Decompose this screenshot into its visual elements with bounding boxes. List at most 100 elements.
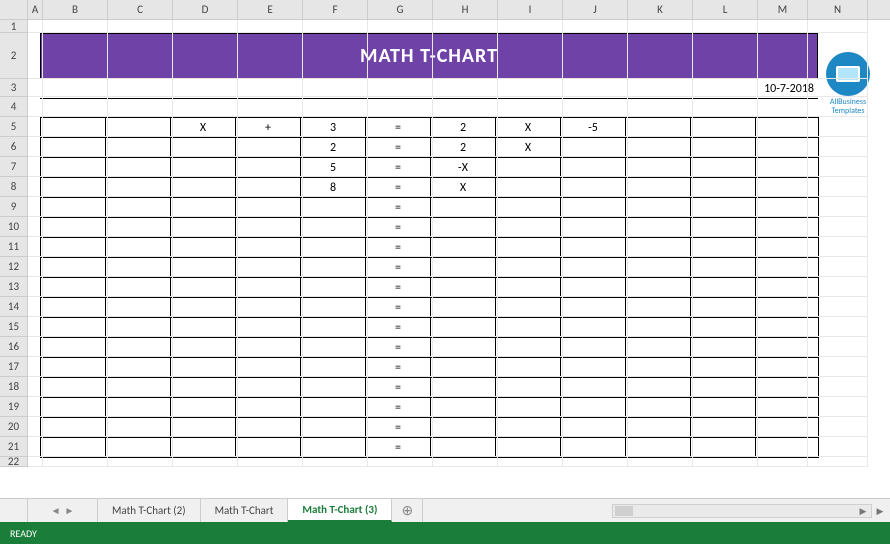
cell[interactable] xyxy=(498,237,563,257)
cell[interactable] xyxy=(693,277,758,297)
add-sheet-button[interactable]: ⊕ xyxy=(392,499,422,522)
cell[interactable] xyxy=(43,79,108,97)
col-header-J[interactable]: J xyxy=(563,0,628,20)
row-header-17[interactable]: 17 xyxy=(0,357,28,377)
row-header-15[interactable]: 15 xyxy=(0,317,28,337)
cell[interactable] xyxy=(238,79,303,97)
cell[interactable] xyxy=(108,217,173,237)
cell[interactable] xyxy=(498,177,563,197)
cell[interactable] xyxy=(173,157,238,177)
cell[interactable] xyxy=(808,79,868,97)
cell[interactable] xyxy=(563,357,628,377)
cell[interactable] xyxy=(693,197,758,217)
cell[interactable] xyxy=(563,317,628,337)
cell[interactable] xyxy=(28,97,43,117)
cell[interactable] xyxy=(173,357,238,377)
cell[interactable] xyxy=(43,97,108,117)
cell[interactable] xyxy=(808,277,868,297)
scroll-thumb[interactable] xyxy=(615,506,633,516)
cell[interactable] xyxy=(628,217,693,237)
cell[interactable] xyxy=(433,137,498,157)
cell[interactable] xyxy=(238,297,303,317)
cell[interactable] xyxy=(498,33,563,79)
cell[interactable] xyxy=(303,377,368,397)
cell[interactable] xyxy=(563,397,628,417)
cell[interactable] xyxy=(563,197,628,217)
scroll-right-end-icon[interactable]: ▶ xyxy=(874,504,886,518)
cell[interactable] xyxy=(628,457,693,467)
cell[interactable] xyxy=(368,33,433,79)
cell[interactable] xyxy=(303,237,368,257)
cell[interactable] xyxy=(108,33,173,79)
cell[interactable] xyxy=(498,157,563,177)
cell[interactable] xyxy=(693,117,758,137)
cell[interactable] xyxy=(628,397,693,417)
cell[interactable] xyxy=(108,277,173,297)
cell[interactable] xyxy=(628,257,693,277)
cell[interactable] xyxy=(303,157,368,177)
cell[interactable] xyxy=(28,237,43,257)
cell[interactable] xyxy=(43,457,108,467)
cell[interactable] xyxy=(693,297,758,317)
cell[interactable] xyxy=(808,457,868,467)
cell[interactable] xyxy=(563,137,628,157)
cell[interactable] xyxy=(303,217,368,237)
cell[interactable] xyxy=(238,397,303,417)
cell[interactable] xyxy=(758,237,808,257)
cell[interactable] xyxy=(693,257,758,277)
cell[interactable] xyxy=(368,197,433,217)
cell[interactable] xyxy=(303,33,368,79)
row-header-2[interactable]: 2 xyxy=(0,33,28,79)
cell[interactable] xyxy=(563,457,628,467)
row-header-9[interactable]: 9 xyxy=(0,197,28,217)
cell[interactable] xyxy=(433,20,498,33)
cell[interactable] xyxy=(433,337,498,357)
row-header-11[interactable]: 11 xyxy=(0,237,28,257)
cell[interactable] xyxy=(108,357,173,377)
cell[interactable] xyxy=(368,157,433,177)
cell[interactable] xyxy=(758,337,808,357)
cell[interactable] xyxy=(368,97,433,117)
cell[interactable] xyxy=(433,417,498,437)
cell[interactable] xyxy=(173,217,238,237)
cells-grid[interactable]: MATH T-CHART 10-7-2018 AllBusiness Templ… xyxy=(28,20,890,467)
cell[interactable] xyxy=(173,79,238,97)
cell[interactable] xyxy=(173,317,238,337)
cell[interactable] xyxy=(108,417,173,437)
cell[interactable] xyxy=(303,457,368,467)
cell[interactable] xyxy=(43,357,108,377)
cell[interactable] xyxy=(108,297,173,317)
cell[interactable] xyxy=(238,337,303,357)
cell[interactable] xyxy=(238,237,303,257)
cell[interactable] xyxy=(628,377,693,397)
cell[interactable] xyxy=(498,377,563,397)
cell[interactable] xyxy=(758,197,808,217)
cell[interactable] xyxy=(693,417,758,437)
cell[interactable] xyxy=(433,457,498,467)
cell[interactable] xyxy=(808,317,868,337)
cell[interactable] xyxy=(498,277,563,297)
cell[interactable] xyxy=(498,457,563,467)
cell[interactable] xyxy=(173,33,238,79)
cell[interactable] xyxy=(498,197,563,217)
cell[interactable] xyxy=(498,117,563,137)
cell[interactable] xyxy=(628,79,693,97)
cell[interactable] xyxy=(628,157,693,177)
cell[interactable] xyxy=(758,177,808,197)
cell[interactable] xyxy=(808,157,868,177)
cell[interactable] xyxy=(693,357,758,377)
cell[interactable] xyxy=(108,197,173,217)
cell[interactable] xyxy=(758,79,808,97)
cell[interactable] xyxy=(368,117,433,137)
select-all-corner[interactable] xyxy=(0,0,28,20)
cell[interactable] xyxy=(28,437,43,457)
cell[interactable] xyxy=(303,437,368,457)
row-header-13[interactable]: 13 xyxy=(0,277,28,297)
horizontal-scrollbar[interactable]: ▶ xyxy=(612,504,872,518)
cell[interactable] xyxy=(303,357,368,377)
cell[interactable] xyxy=(368,377,433,397)
cell[interactable] xyxy=(303,97,368,117)
col-header-L[interactable]: L xyxy=(693,0,758,20)
cell[interactable] xyxy=(808,357,868,377)
cell[interactable] xyxy=(563,79,628,97)
